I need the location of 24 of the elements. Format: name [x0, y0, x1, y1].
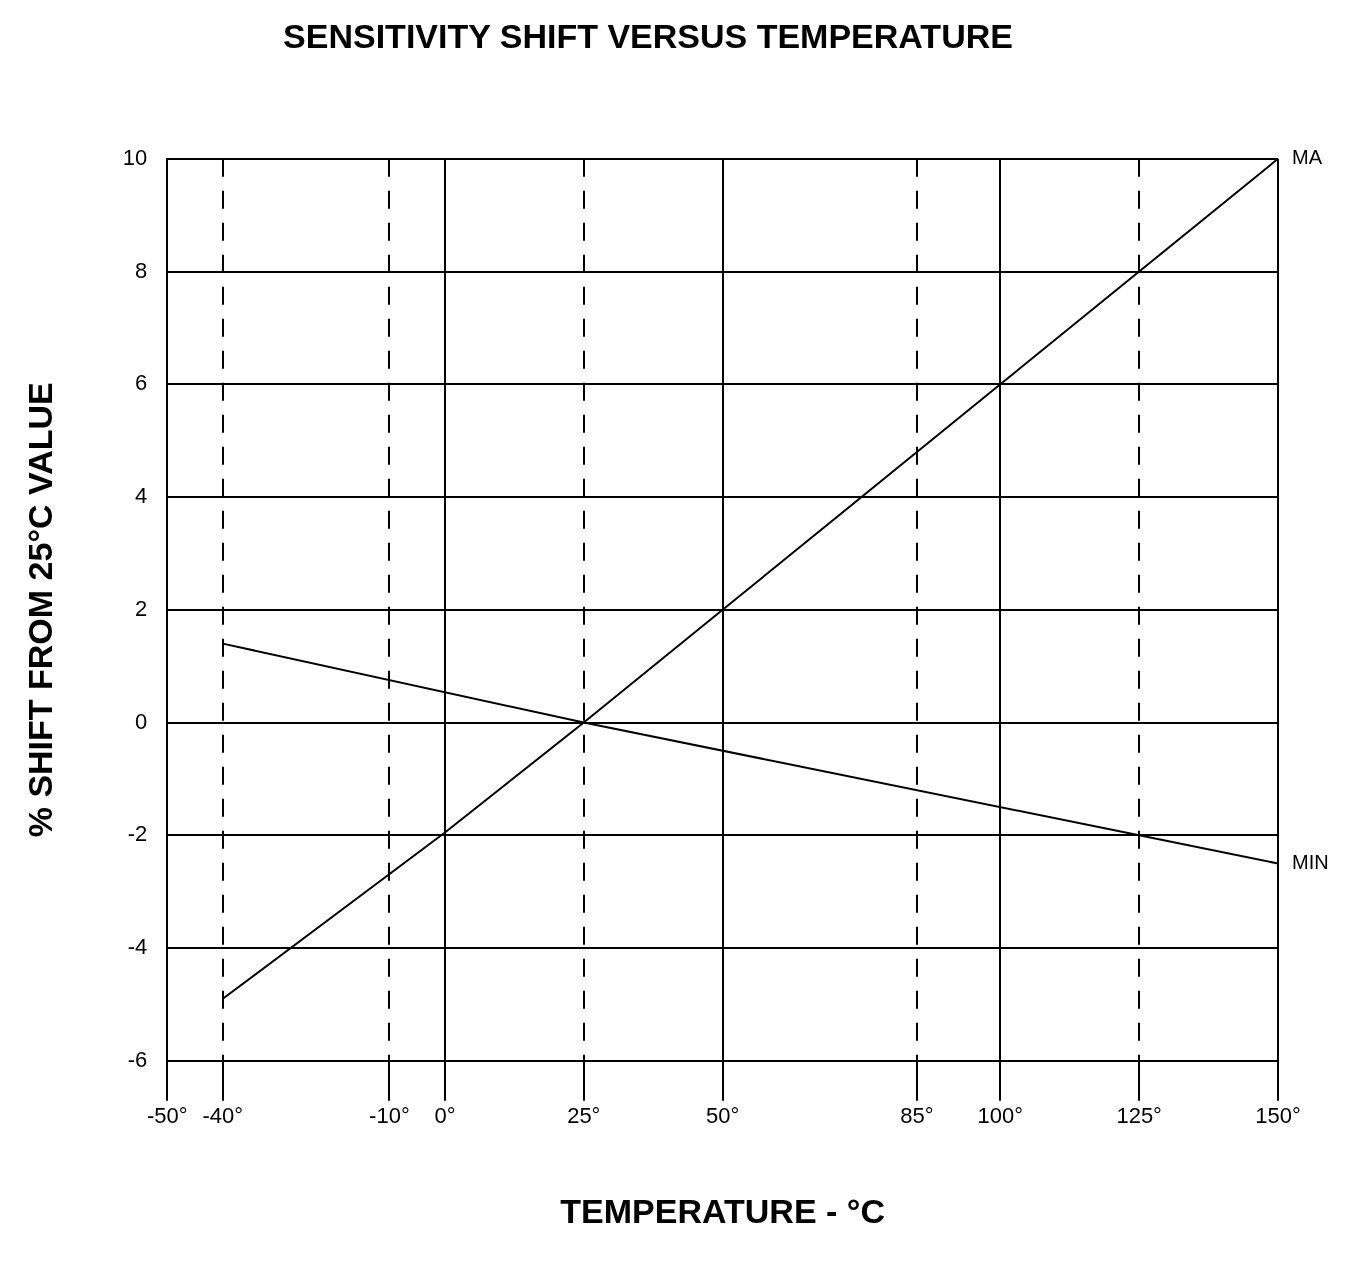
- x-tick-label: 125°: [1116, 1103, 1162, 1129]
- x-tick-label: 50°: [705, 1103, 740, 1129]
- y-tick-label: 0: [135, 708, 148, 734]
- x-tick-label: 85°: [900, 1103, 934, 1129]
- y-tick-label: -2: [127, 821, 148, 847]
- x-tick-label: -40°: [202, 1103, 244, 1129]
- y-tick-label: -4: [127, 934, 148, 960]
- x-tick-label: 25°: [567, 1103, 601, 1129]
- x-tick-label: -10°: [369, 1103, 410, 1129]
- series-label: MIN: [1292, 851, 1329, 873]
- y-tick-label: 2: [135, 595, 148, 621]
- y-tick-label: -6: [127, 1046, 148, 1072]
- y-tick-label: 8: [135, 257, 148, 283]
- x-tick-label: 0°: [434, 1103, 456, 1129]
- y-tick-label: 10: [122, 144, 148, 170]
- x-tick-label: 150°: [1255, 1103, 1301, 1129]
- chart-title: SENSITIVITY SHIFT VERSUS TEMPERATURE: [283, 16, 1013, 55]
- y-tick-label: 4: [135, 483, 148, 509]
- x-axis-title: TEMPERATURE - °C: [560, 1191, 885, 1230]
- y-tick-label: 6: [135, 370, 148, 396]
- x-tick-label: 100°: [977, 1103, 1024, 1129]
- series-label: MA: [1292, 146, 1323, 169]
- x-tick-label: -50°: [146, 1103, 188, 1129]
- y-axis-title: % SHIFT FROM 25°C VALUE: [20, 382, 59, 838]
